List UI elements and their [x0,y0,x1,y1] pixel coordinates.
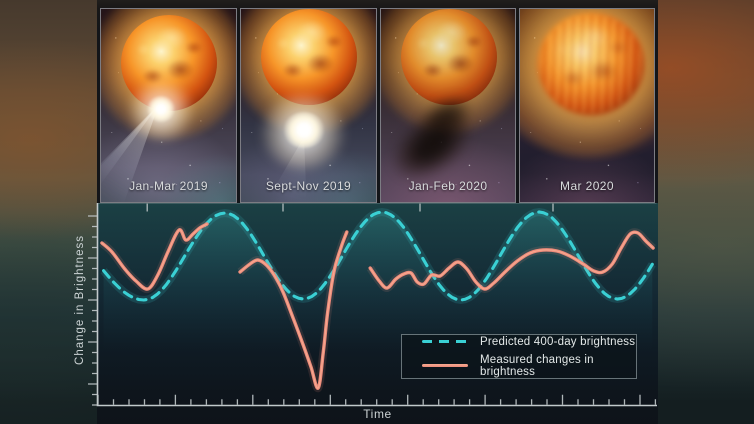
panel-date-label: Jan-Mar 2019 [129,179,208,193]
y-axis-label: Change in Brightness [74,235,86,365]
panel-mar-2020: Mar 2020 [519,8,655,203]
panel-jan-feb-2020: Jan-Feb 2020 [380,8,516,203]
betelgeuse-star [261,9,357,105]
ejected-cloud-core [283,112,325,148]
panel-jan-mar-2019: Jan-Mar 2019 [100,8,237,203]
chart-background [97,203,658,424]
smear-streaks [540,15,642,113]
predicted-line-swatch [422,339,468,344]
betelgeuse-star [401,9,497,105]
legend-entry-predicted: Predicted 400-day brightness [422,336,636,348]
panel-date-label: Sept-Nov 2019 [265,179,352,193]
legend-entry-measured: Measured changes in brightness [422,354,636,378]
legend-label: Predicted 400-day brightness [480,335,636,348]
legend-label: Measured changes in brightness [480,353,594,378]
betelgeuse-star-blurred [538,13,644,115]
chart-legend: Predicted 400-day brightness Measured ch… [401,334,637,379]
panel-date-label: Jan-Feb 2020 [408,179,488,193]
outburst-core [147,96,175,122]
x-axis-label: Time [363,407,392,421]
measured-line-swatch [422,363,468,368]
panel-date-label: Mar 2020 [560,179,614,193]
panel-sept-nov-2019: Sept-Nov 2019 [240,8,377,203]
